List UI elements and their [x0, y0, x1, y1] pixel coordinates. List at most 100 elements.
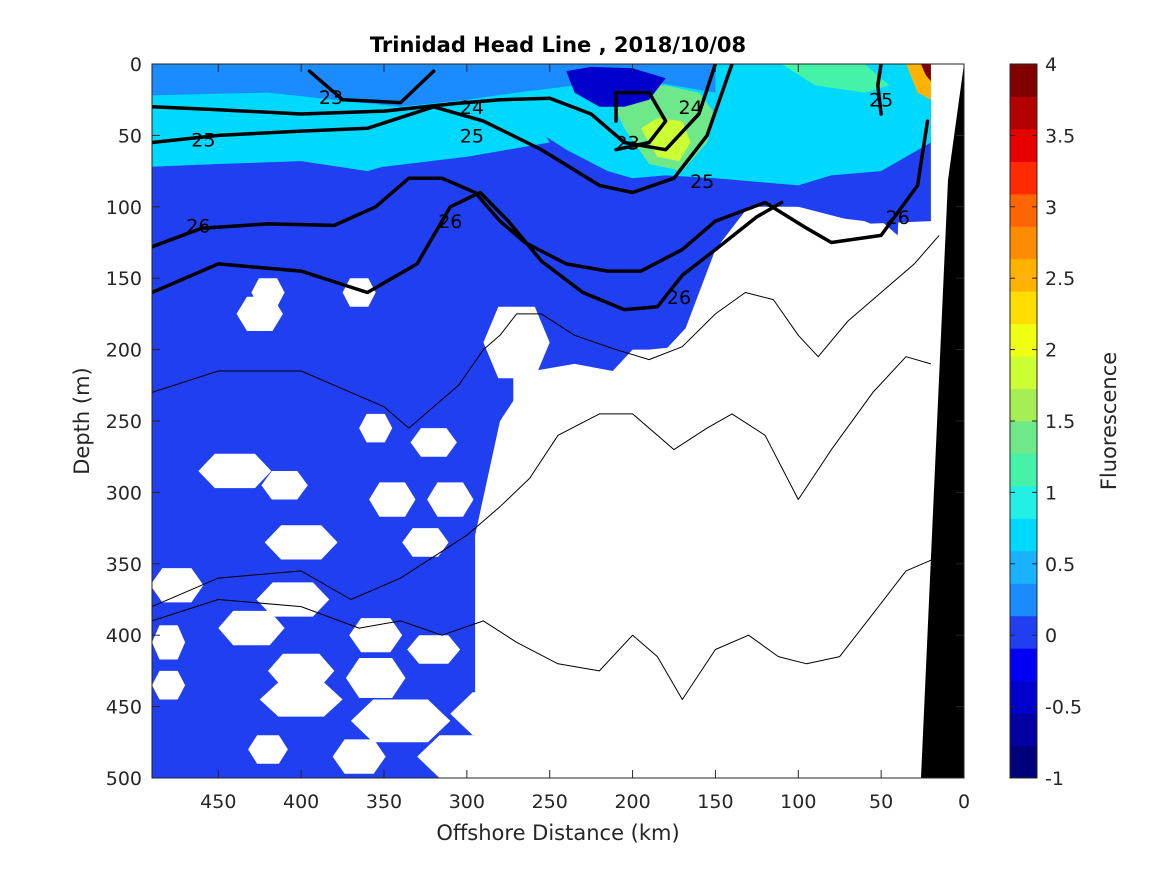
colorbar-tick-label: 0	[1045, 625, 1057, 647]
density-contour-25	[876, 64, 883, 116]
contour-label: 25	[191, 130, 215, 152]
colorbar-swatch	[1010, 745, 1037, 779]
contour-label: 26	[438, 211, 462, 233]
data-gap	[369, 482, 416, 517]
contour-label: 24	[678, 97, 702, 119]
colorbar-tick-label: 3.5	[1045, 125, 1075, 147]
data-gap	[402, 528, 449, 557]
colorbar-tick-label: 4	[1045, 54, 1057, 76]
contour-label: 25	[690, 171, 714, 193]
missing-data-gaps	[152, 206, 931, 778]
data-gap	[152, 670, 186, 700]
density-contour-23	[614, 90, 668, 152]
colorbar-tick-label: 2	[1045, 340, 1057, 362]
data-gap	[349, 618, 403, 653]
colorbar-swatch	[1010, 518, 1037, 552]
data-gap	[571, 471, 611, 500]
colorbar-tick-label: -0.5	[1045, 697, 1082, 719]
density-contour-26	[152, 119, 930, 273]
x-tick-label: 400	[283, 791, 319, 813]
data-gap	[350, 699, 451, 743]
data-gap	[261, 471, 308, 500]
lower-fluorescence-band	[152, 114, 550, 167]
x-tick-label: 150	[697, 791, 733, 813]
contour-label: 23	[319, 87, 343, 109]
colorbar-ticks: -1 -0.5 0 0.5 1 1.5 2 2.5 3 3.5 4	[1010, 54, 1082, 790]
contour-label: 26	[667, 287, 691, 309]
colorbar-swatch	[1010, 421, 1037, 454]
y-axis: 0 50 100 150 200 250 300 350 400 450 500	[106, 54, 964, 790]
thin-contour	[152, 356, 932, 608]
data-gap	[152, 625, 186, 660]
x-tick-label: 350	[366, 791, 402, 813]
colorbar-tick-label: -1	[1045, 768, 1064, 790]
y-tick-label: 350	[106, 554, 142, 576]
thin-isopycnal-contours	[152, 235, 940, 700]
colorbar-swatch	[1010, 648, 1037, 682]
coastal-bloom-1	[906, 64, 931, 100]
chart-title: Trinidad Head Line , 2018/10/08	[370, 33, 746, 57]
contour-label: 23	[616, 133, 640, 155]
density-contour-23	[307, 69, 436, 105]
colorbar-swatch	[1010, 485, 1037, 519]
y-tick-label: 400	[106, 625, 142, 647]
data-gap	[218, 610, 285, 646]
contour-label: 26	[186, 215, 210, 237]
colorbar-swatch	[1010, 453, 1037, 487]
y-tick-label: 100	[106, 197, 142, 219]
colorbar-swatch	[1010, 258, 1037, 292]
data-gap	[407, 635, 461, 664]
colorbar-swatch	[1010, 291, 1037, 325]
y-tick-label: 450	[106, 697, 142, 719]
y-tick-label: 300	[106, 482, 142, 504]
offshore-gap-column	[513, 349, 550, 778]
colorbar-swatch	[1010, 323, 1037, 357]
data-gap	[359, 413, 393, 443]
x-tick-label: 100	[780, 791, 816, 813]
chlorophyll-core-fill	[640, 118, 691, 162]
x-axis-label: Offshore Distance (km)	[436, 821, 679, 845]
midsection-gap	[602, 435, 636, 778]
data-gap	[345, 658, 406, 698]
data-gap	[256, 582, 330, 617]
x-axis: 450 400 350 300 250 200 150 100 50 0	[200, 64, 970, 813]
colorbar-swatch	[1010, 583, 1037, 617]
colorbar-swatch	[1010, 550, 1037, 584]
data-gap	[259, 682, 343, 717]
y-tick-label: 250	[106, 411, 142, 433]
x-tick-label: 250	[532, 791, 568, 813]
data-gap	[268, 653, 335, 688]
colorbar-swatch	[1010, 226, 1037, 260]
y-axis-label: Depth (m)	[70, 367, 94, 474]
colorbar-tick-label: 0.5	[1045, 554, 1075, 576]
colorbar-swatch	[1010, 356, 1037, 390]
x-tick-label: 300	[449, 791, 485, 813]
colorbar-swatch	[1010, 193, 1037, 227]
x-tick-label: 50	[869, 791, 893, 813]
thin-contour	[152, 235, 940, 429]
colorbar-label: Fluorescence	[1097, 352, 1121, 490]
colorbar-tick-label: 2.5	[1045, 268, 1075, 290]
data-gap	[332, 739, 386, 774]
data-gap	[248, 735, 288, 764]
seafloor-bathymetry	[921, 64, 964, 778]
data-gap	[599, 412, 633, 436]
y-tick-label: 200	[106, 340, 142, 362]
x-tick-label: 200	[614, 791, 650, 813]
density-contour-25	[152, 64, 734, 195]
colorbar-tick-label: 1	[1045, 482, 1057, 504]
data-gap	[483, 306, 550, 379]
density-contour-26	[152, 190, 784, 312]
contour-label: 24	[460, 97, 484, 119]
y-tick-label: 150	[106, 268, 142, 290]
colorbar	[1010, 64, 1037, 779]
fluorescence-field	[152, 64, 931, 778]
deep-layer-fill	[152, 64, 906, 778]
colorbar-swatch	[1010, 96, 1037, 130]
colorbar-swatch	[1010, 64, 1037, 97]
coastal-bloom-2	[920, 64, 931, 82]
low-fluorescence-core	[566, 66, 666, 107]
colorbar-swatch	[1010, 388, 1037, 422]
colorbar-swatch	[1010, 680, 1037, 714]
